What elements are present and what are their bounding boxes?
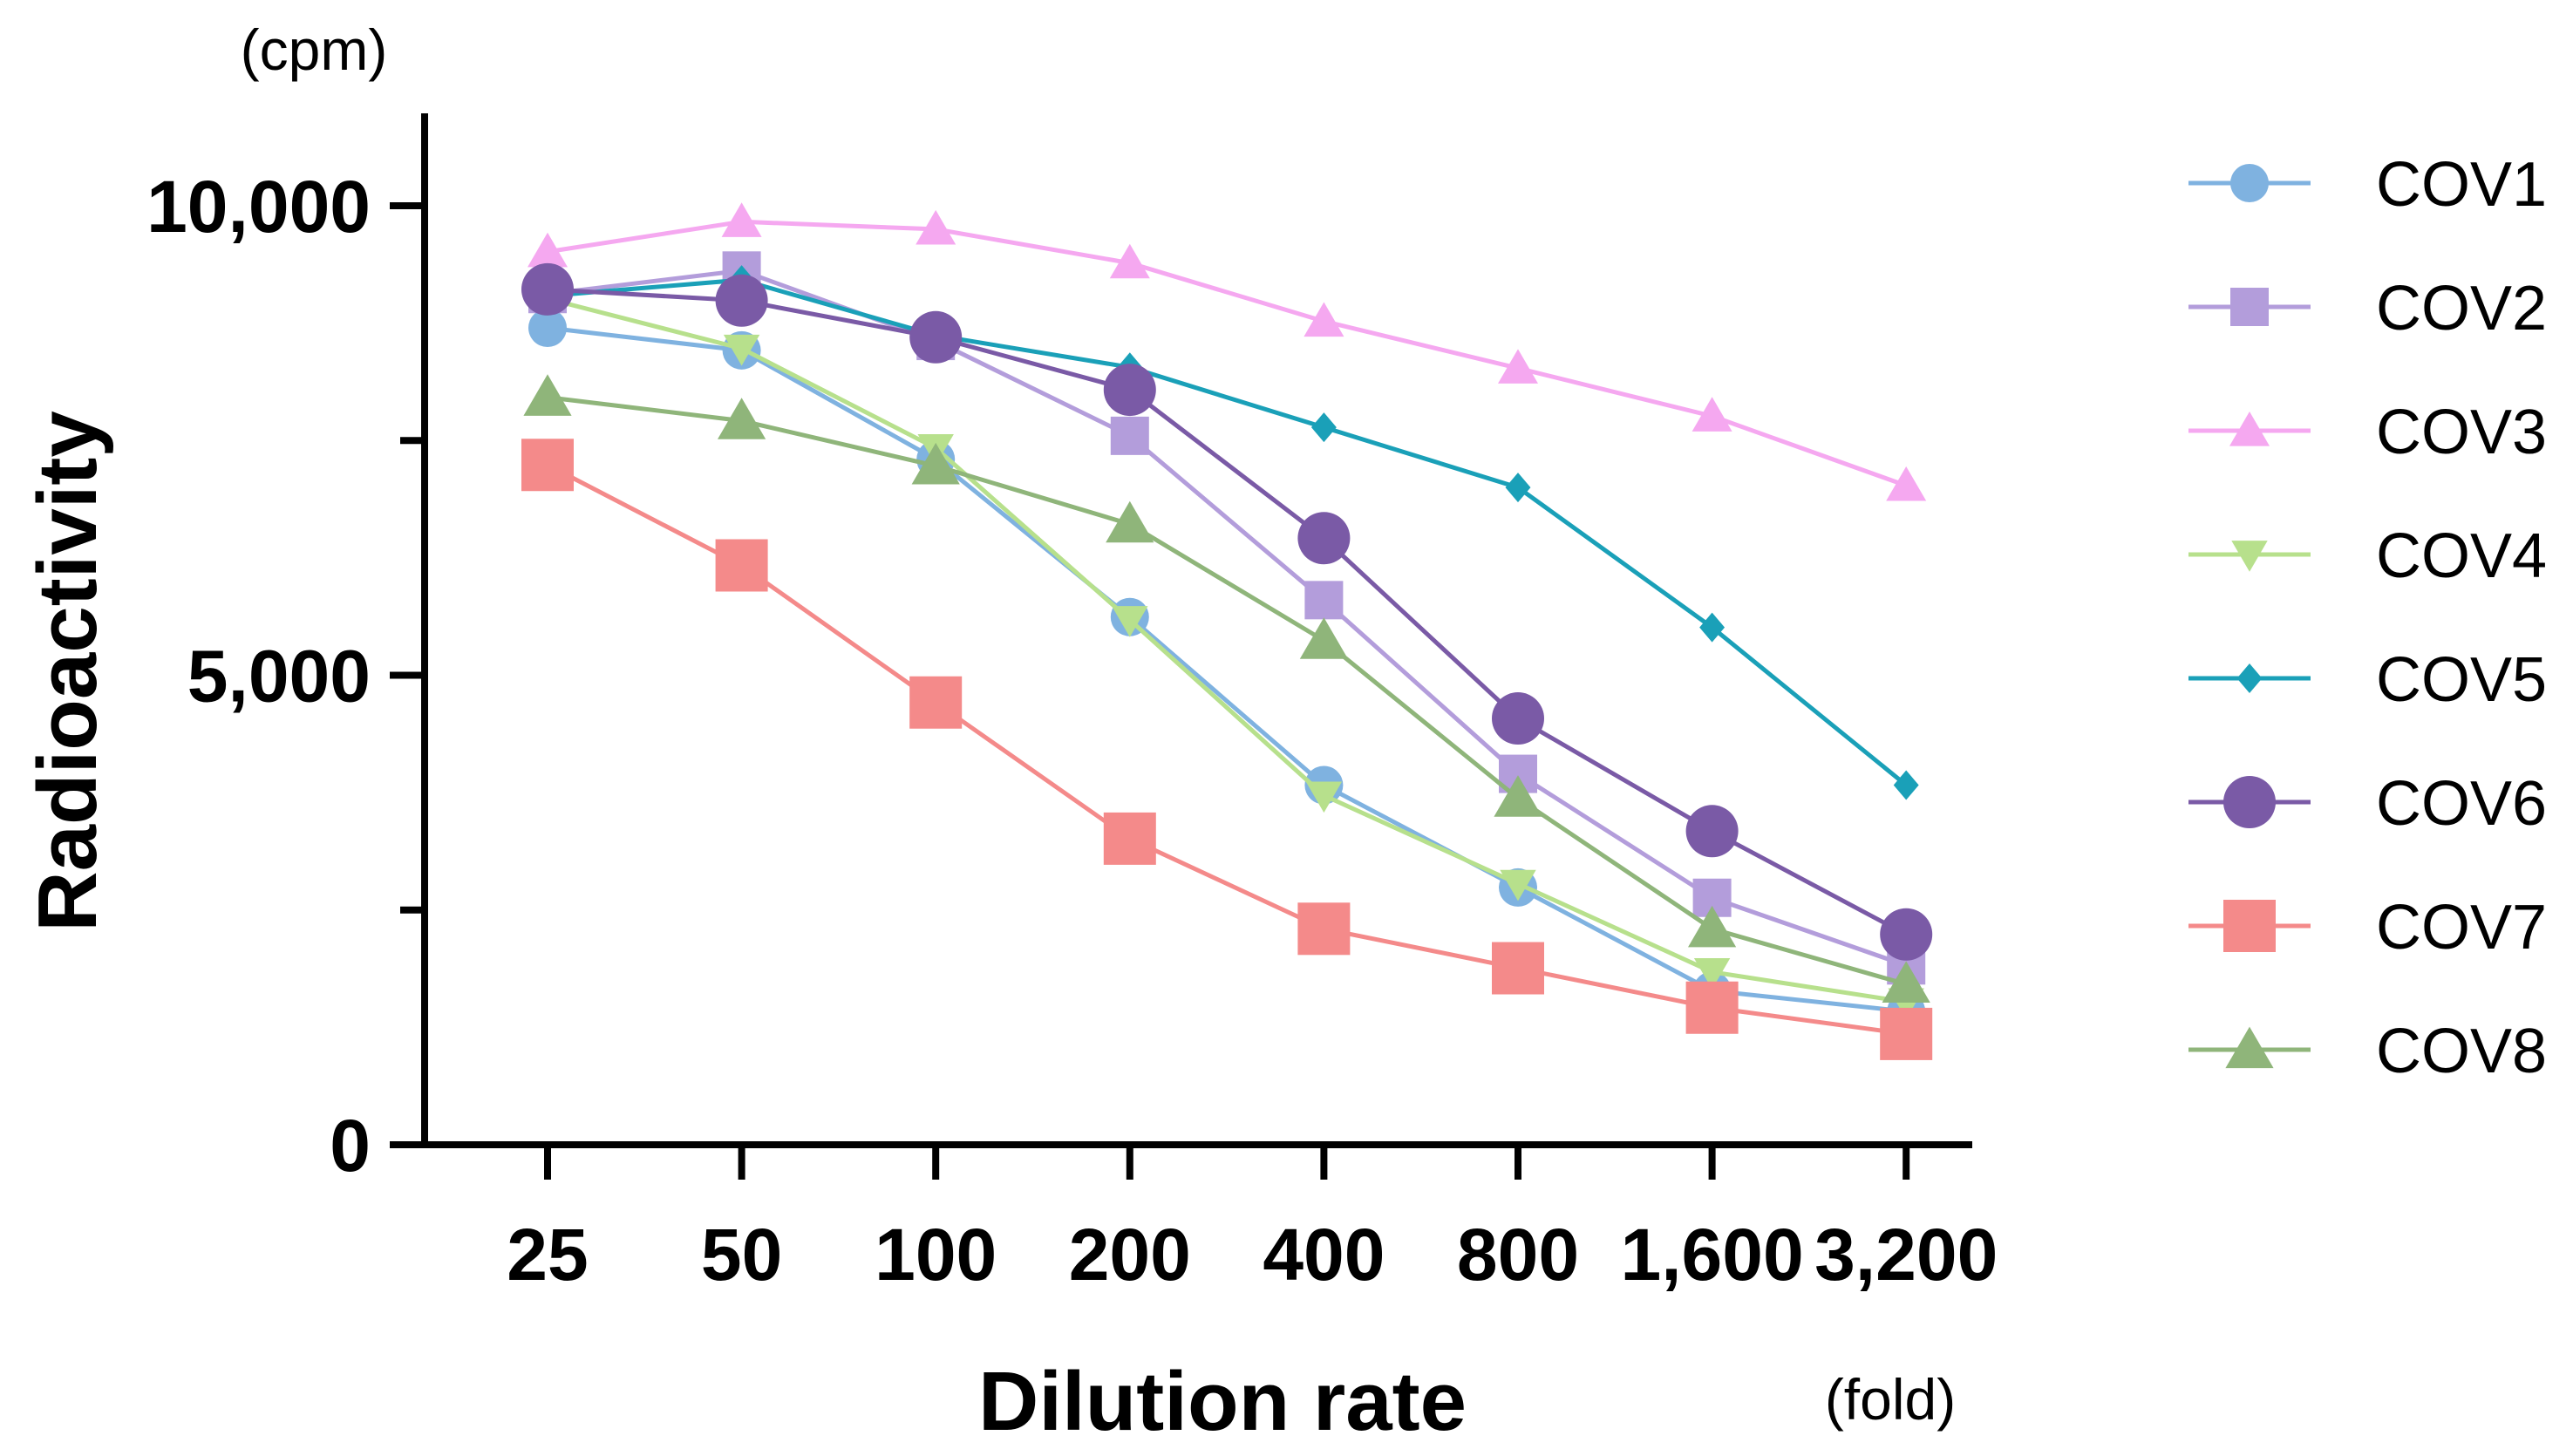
legend-marker: [2223, 900, 2276, 952]
legend-label: COV8: [2376, 1017, 2547, 1086]
x-tick-label: 200: [1069, 1214, 1191, 1296]
series-line: [547, 395, 1907, 987]
x-tick-label: 100: [875, 1214, 997, 1296]
data-point: [1685, 805, 1739, 858]
data-point: [1880, 908, 1933, 961]
y-axis-title: Radioactivity: [21, 411, 114, 932]
series-cov3: [528, 202, 1927, 501]
series-line: [546, 463, 1907, 1037]
x-tick-label: 400: [1263, 1214, 1385, 1296]
data-point: [1886, 466, 1927, 501]
data-point: [1109, 243, 1150, 279]
data-point: [1498, 349, 1538, 384]
legend-label: COV7: [2376, 893, 2547, 963]
legend-label: COV1: [2376, 150, 2547, 220]
data-point: [718, 398, 766, 439]
legend-marker: [2231, 541, 2268, 572]
x-tick-label: 800: [1457, 1214, 1579, 1296]
data-point: [521, 262, 574, 316]
legend-label: COV3: [2376, 398, 2547, 467]
legend-marker: [2230, 164, 2269, 202]
series-line: [547, 268, 1908, 968]
data-point: [1304, 302, 1344, 337]
data-point: [528, 232, 568, 268]
data-point: [528, 309, 567, 348]
legend-item-cov4: COV4: [2188, 521, 2547, 591]
y-unit-label: (cpm): [241, 17, 388, 82]
data-point: [1297, 512, 1351, 565]
legend-label: COV2: [2376, 274, 2547, 344]
series-line: [547, 296, 1907, 1004]
x-tick-label: 3,200: [1814, 1214, 1998, 1296]
data-point: [1882, 961, 1930, 1003]
legend-item-cov7: COV7: [2188, 893, 2547, 963]
data-point: [1688, 905, 1737, 948]
series-cov8: [523, 374, 1930, 1003]
data-point: [916, 209, 956, 245]
data-point: [1106, 500, 1154, 543]
data-point: [911, 442, 960, 485]
legend-item-cov2: COV2: [2188, 274, 2547, 344]
legend-label: COV6: [2376, 769, 2547, 839]
data-point: [1110, 416, 1149, 455]
x-unit-label: (fold): [1825, 1367, 1956, 1432]
data-point: [721, 202, 762, 237]
series-line: [547, 325, 1907, 1014]
legend-item-cov1: COV1: [2188, 150, 2547, 220]
series-line: [547, 287, 1908, 936]
data-point: [1297, 902, 1351, 956]
legend-item-cov8: COV8: [2188, 1017, 2547, 1086]
data-point: [1880, 1007, 1933, 1060]
data-point: [723, 334, 760, 366]
y-tick-label: 5,000: [187, 636, 371, 718]
legend-item-cov5: COV5: [2188, 645, 2547, 715]
legend-item-cov3: COV3: [2188, 398, 2547, 467]
legend-item-cov6: COV6: [2188, 769, 2547, 839]
plot-area: 0 5,000 10,000 25 50 100 200 400 800 1,600 3,200: [146, 113, 1998, 1296]
data-point: [1500, 869, 1536, 901]
legend-marker: [2223, 776, 2276, 828]
y-tick-label: 10,000: [146, 166, 371, 248]
data-point: [715, 539, 768, 592]
data-point: [1492, 942, 1544, 995]
legend-label: COV5: [2376, 645, 2547, 715]
data-point: [1304, 581, 1344, 620]
y-tick-label: 0: [330, 1105, 371, 1187]
series-line: [547, 219, 1908, 488]
data-point: [1305, 781, 1343, 813]
data-point: [1893, 770, 1919, 800]
data-point: [715, 274, 768, 327]
data-point: [1692, 397, 1732, 432]
series-cov7: [521, 439, 1933, 1060]
series-line: [547, 277, 1908, 787]
data-point: [1310, 412, 1337, 443]
x-tick-label: 25: [507, 1214, 588, 1296]
x-tick-label: 1,600: [1620, 1214, 1803, 1296]
legend-label: COV4: [2376, 521, 2547, 591]
x-tick-label: 50: [701, 1214, 782, 1296]
data-point: [1693, 957, 1731, 990]
legend-marker: [2230, 288, 2269, 326]
legend-marker: [2225, 1026, 2274, 1069]
x-axis-title: Dilution rate: [978, 1355, 1467, 1448]
data-point: [1505, 473, 1531, 503]
data-point: [1685, 981, 1739, 1034]
legend-marker: [2236, 663, 2263, 693]
series-cov6: [521, 262, 1933, 961]
data-point: [1103, 812, 1156, 865]
data-point: [521, 439, 574, 492]
data-point: [1103, 364, 1156, 417]
data-point: [909, 676, 963, 729]
legend: COV1 COV2 COV3 COV4 COV5 COV6 COV7 COV8: [2188, 150, 2547, 1086]
data-point: [909, 310, 963, 364]
data-point: [523, 374, 572, 416]
legend-marker: [2229, 412, 2270, 446]
data-point: [1112, 606, 1148, 637]
data-point: [1494, 775, 1542, 817]
data-point: [1299, 617, 1348, 659]
data-point: [1492, 692, 1544, 745]
data-point: [1699, 612, 1726, 643]
